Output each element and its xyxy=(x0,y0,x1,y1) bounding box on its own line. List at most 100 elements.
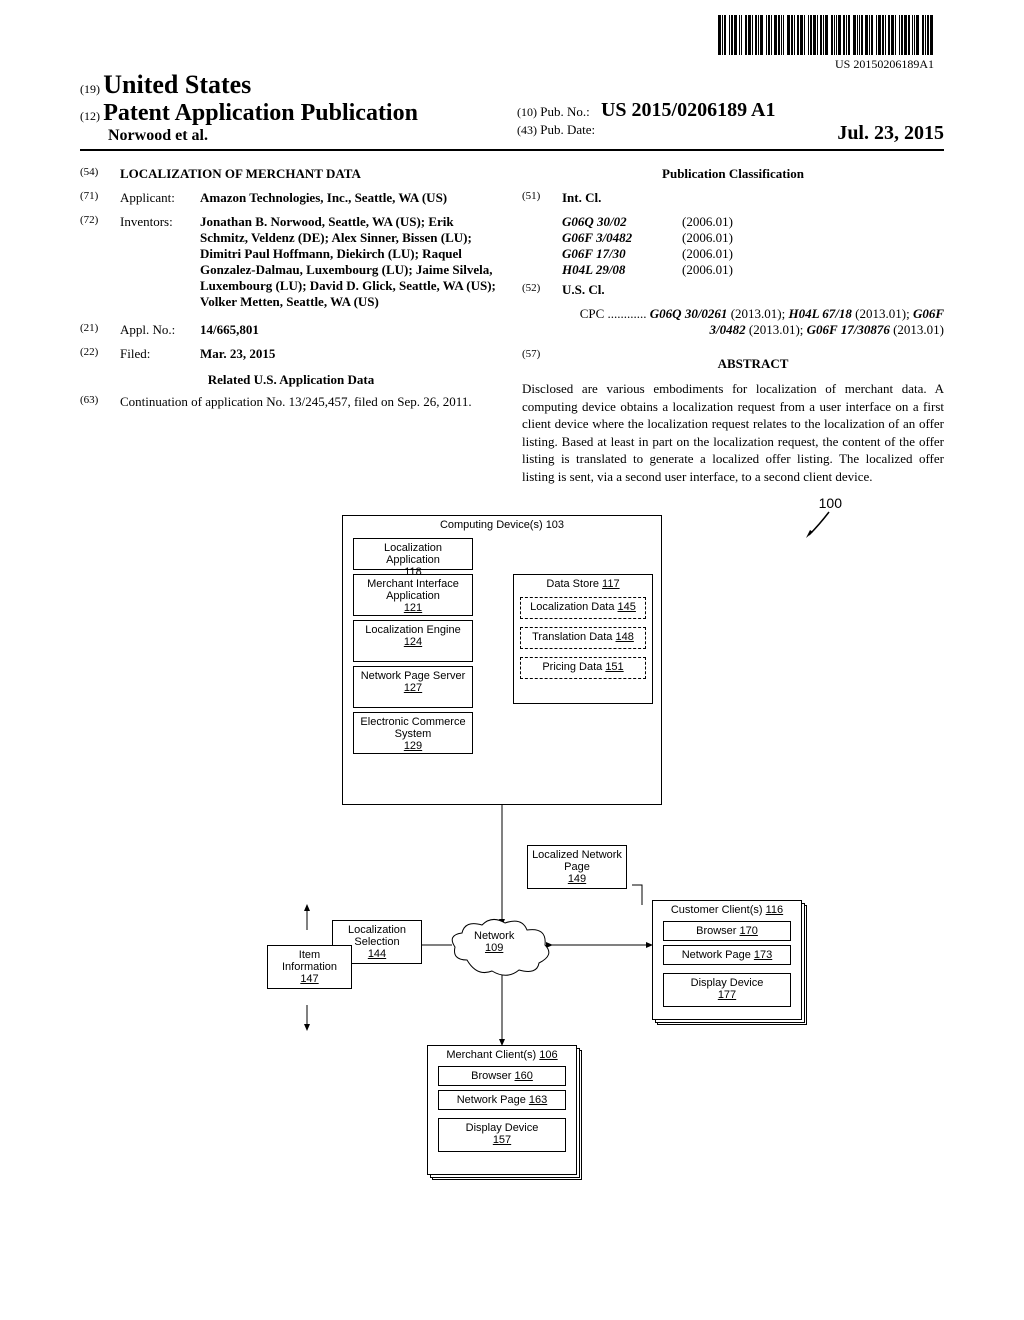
merchant-interface-label: Merchant Interface Application xyxy=(367,578,459,602)
cpc-1-code: H04L 67/18 xyxy=(788,306,851,321)
intcl-0-code: G06Q 30/02 xyxy=(522,214,682,230)
networkpage2-ref: 163 xyxy=(529,1094,547,1106)
label-52: U.S. Cl. xyxy=(562,282,605,298)
cpc-prefix: CPC ............ xyxy=(580,306,647,321)
merchant-clients-label: Merchant Client(s) xyxy=(446,1049,536,1061)
computing-device-label: Computing Device(s) 103 xyxy=(347,519,657,531)
localization-data-label: Localization Data xyxy=(530,601,614,613)
label-72: Inventors: xyxy=(120,214,200,310)
data-store-label: Data Store xyxy=(546,578,599,590)
label-21: Appl. No.: xyxy=(120,322,200,338)
computing-device-box: Computing Device(s) 103 Localization App… xyxy=(342,515,662,805)
pricing-data-box: Pricing Data 151 xyxy=(520,657,646,679)
network-page-server-label: Network Page Server xyxy=(361,670,466,682)
code-63: (63) xyxy=(80,394,120,410)
pub-code: (12) xyxy=(80,109,100,123)
patent-page: US 20150206189A1 (19) United States (12)… xyxy=(0,0,1024,1320)
cpc-text: CPC ............ G06Q 30/0261 (2013.01);… xyxy=(522,306,944,338)
code-71: (71) xyxy=(80,190,120,206)
left-column: (54) LOCALIZATION OF MERCHANT DATA (71) … xyxy=(80,166,502,485)
cpc-3-date: (2013.01) xyxy=(893,322,944,337)
header-left: (19) United States (12) Patent Applicati… xyxy=(80,70,507,145)
cpc-0-date: (2013.01); xyxy=(731,306,786,321)
intcl-3-code: H04L 29/08 xyxy=(522,262,682,278)
localization-selection-ref: 144 xyxy=(368,948,386,960)
ecommerce-label: Electronic Commerce System xyxy=(360,716,465,740)
merchant-clients-box: Merchant Client(s) 106 Browser 160 Netwo… xyxy=(427,1045,577,1175)
pubdate-label: Pub. Date: xyxy=(540,122,595,137)
label-22: Filed: xyxy=(120,346,200,362)
merchant-interface-ref: 121 xyxy=(404,602,422,614)
localized-page-label: Localized Network Page xyxy=(532,849,622,873)
localized-page-ref: 149 xyxy=(568,873,586,885)
barcode-graphic xyxy=(718,15,934,55)
item-info-box: Item Information147 xyxy=(267,945,352,989)
item-info-ref: 147 xyxy=(300,973,318,985)
value-71: Amazon Technologies, Inc., Seattle, WA (… xyxy=(200,190,502,206)
networkpage2-label: Network Page xyxy=(457,1094,526,1106)
label-51: Int. Cl. xyxy=(562,190,601,206)
networkpage2-box: Network Page 163 xyxy=(438,1090,566,1110)
localization-engine-ref: 124 xyxy=(404,636,422,648)
customer-clients-label: Customer Client(s) xyxy=(671,904,763,916)
customer-clients-ref: 116 xyxy=(766,904,784,916)
intcl-2-year: (2006.01) xyxy=(682,246,733,262)
pub-date: Jul. 23, 2015 xyxy=(837,122,944,145)
ecommerce-ref: 129 xyxy=(404,740,422,752)
localization-app-box: Localization Application118 xyxy=(353,538,473,570)
pubdate-code: (43) xyxy=(517,123,537,137)
code-52: (52) xyxy=(522,282,562,298)
country-code: (19) xyxy=(80,82,100,96)
browser1-box: Browser 170 xyxy=(663,921,791,941)
classification-title: Publication Classification xyxy=(522,166,944,182)
intcl-list: G06Q 30/02(2006.01) G06F 3/0482(2006.01)… xyxy=(522,214,944,278)
intcl-1-code: G06F 3/0482 xyxy=(522,230,682,246)
pubno-code: (10) xyxy=(517,105,537,119)
browser1-ref: 170 xyxy=(740,925,758,937)
header: (19) United States (12) Patent Applicati… xyxy=(80,70,944,151)
network-page-server-box: Network Page Server127 xyxy=(353,666,473,708)
code-54: (54) xyxy=(80,166,120,182)
localization-app-label: Localization Application xyxy=(384,542,442,566)
authors: Norwood et al. xyxy=(80,127,507,145)
header-right: (10) Pub. No.: US 2015/0206189 A1 (43) P… xyxy=(507,99,944,145)
display1-ref: 177 xyxy=(718,989,736,1001)
merchant-clients-ref: 106 xyxy=(539,1049,557,1061)
figure-diagram: 100 Co xyxy=(212,505,812,1185)
intcl-2-code: G06F 17/30 xyxy=(522,246,682,262)
browser2-box: Browser 160 xyxy=(438,1066,566,1086)
network-label-wrap: Network109 xyxy=(474,930,514,954)
network-page-server-ref: 127 xyxy=(404,682,422,694)
data-store-ref: 117 xyxy=(602,578,620,590)
browser1-label: Browser xyxy=(696,925,736,937)
right-column: Publication Classification (51) Int. Cl.… xyxy=(522,166,944,485)
code-51: (51) xyxy=(522,190,562,206)
value-72: Jonathan B. Norwood, Seattle, WA (US); E… xyxy=(200,214,502,310)
networkpage1-box: Network Page 173 xyxy=(663,945,791,965)
pub-number: US 2015/0206189 A1 xyxy=(601,99,775,121)
display2-box: Display Device157 xyxy=(438,1118,566,1152)
browser2-ref: 160 xyxy=(515,1070,533,1082)
display2-label: Display Device xyxy=(466,1122,539,1134)
localization-engine-box: Localization Engine124 xyxy=(353,620,473,662)
related-title: Related U.S. Application Data xyxy=(80,372,502,388)
country-name: United States xyxy=(103,70,251,99)
localization-data-box: Localization Data 145 xyxy=(520,597,646,619)
translation-data-label: Translation Data xyxy=(532,631,612,643)
code-21: (21) xyxy=(80,322,120,338)
pricing-data-label: Pricing Data xyxy=(542,661,602,673)
display2-ref: 157 xyxy=(493,1134,511,1146)
cpc-1-date: (2013.01); xyxy=(855,306,910,321)
intcl-3-year: (2006.01) xyxy=(682,262,733,278)
body-columns: (54) LOCALIZATION OF MERCHANT DATA (71) … xyxy=(80,166,944,485)
ref-100: 100 xyxy=(819,495,842,511)
barcode-block: US 20150206189A1 xyxy=(718,15,934,72)
networkpage1-label: Network Page xyxy=(682,949,751,961)
value-22: Mar. 23, 2015 xyxy=(200,346,502,362)
translation-data-ref: 148 xyxy=(616,631,634,643)
network-label: Network xyxy=(474,930,514,942)
code-22: (22) xyxy=(80,346,120,362)
pubno-label: Pub. No.: xyxy=(540,104,589,119)
cpc-2-date: (2013.01); xyxy=(749,322,804,337)
value-21: 14/665,801 xyxy=(200,322,502,338)
